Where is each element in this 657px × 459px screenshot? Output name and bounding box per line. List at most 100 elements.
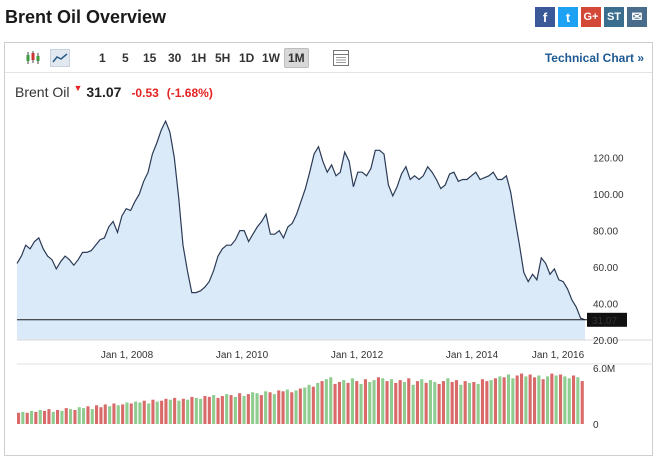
volume-bar (550, 373, 554, 424)
line-chart-icon[interactable] (50, 49, 70, 67)
volume-bar (51, 411, 55, 424)
volume-bar (498, 376, 502, 424)
y-tick-label: 60.00 (593, 263, 618, 274)
volume-bar (350, 378, 354, 424)
volume-bar (428, 380, 432, 424)
volume-bar (541, 379, 545, 424)
volume-bar (294, 390, 298, 424)
volume-plot (17, 373, 584, 424)
volume-bar (559, 374, 563, 424)
volume-bar (528, 374, 532, 424)
x-tick-label: Jan 1, 2016 (532, 350, 585, 361)
volume-bar (25, 412, 29, 424)
timeframe-1d[interactable]: 1D (239, 51, 255, 65)
technical-chart-link[interactable]: Technical Chart » (544, 51, 644, 65)
volume-bar (507, 374, 511, 424)
candlestick-icon[interactable] (23, 49, 43, 67)
volume-bar (298, 388, 302, 424)
volume-bar (264, 391, 268, 424)
volume-bar (138, 402, 142, 424)
timeframe-1[interactable]: 1 (99, 51, 106, 65)
volume-bar (385, 381, 389, 424)
y-tick-label: 100.00 (593, 190, 624, 201)
volume-bar (251, 392, 255, 424)
price-area-fill (17, 121, 585, 340)
volume-bar (368, 382, 372, 424)
volume-bar (56, 410, 60, 424)
volume-bar (238, 393, 242, 424)
volume-bar (511, 378, 515, 424)
volume-bar (259, 395, 263, 424)
twitter-icon[interactable]: t (558, 7, 578, 27)
google-plus-icon[interactable]: G+ (581, 7, 601, 27)
volume-bar (43, 410, 47, 424)
facebook-icon[interactable]: f (535, 7, 555, 27)
volume-bar (376, 377, 380, 424)
volume-bar (515, 375, 519, 424)
volume-bar (142, 400, 146, 424)
volume-bar (329, 377, 333, 424)
price-change-percent: (-1.68%) (166, 86, 213, 100)
timeframe-15[interactable]: 15 (143, 51, 157, 65)
timeframe-1w[interactable]: 1W (262, 51, 280, 65)
volume-bar (181, 398, 185, 424)
volume-bar (229, 395, 233, 424)
volume-bar (381, 378, 385, 424)
volume-bar (363, 379, 367, 424)
volume-bar (147, 403, 151, 424)
volume-bar (21, 411, 25, 424)
volume-bar (420, 379, 424, 424)
volume-bar (537, 375, 541, 424)
volume-bar (394, 382, 398, 424)
timeframe-1h[interactable]: 1H (191, 51, 207, 65)
volume-bar (95, 405, 99, 424)
volume-bar (307, 384, 311, 424)
timeframe-30[interactable]: 30 (168, 51, 182, 65)
volume-bar (472, 382, 476, 424)
volume-bar (480, 379, 484, 424)
last-price-label: 31.07 (592, 316, 617, 327)
volume-bar (164, 398, 168, 424)
volume-bar (108, 406, 112, 424)
timeframe-1m[interactable]: 1M (284, 48, 309, 68)
volume-bar (255, 393, 259, 424)
chart-widget: 1 5 15 30 1H 5H 1D 1W 1M Technical Chart… (4, 42, 653, 456)
instrument-name: Brent Oil (15, 84, 70, 100)
timeframe-5[interactable]: 5 (122, 51, 129, 65)
page-title: Brent Oil Overview (5, 7, 167, 27)
volume-bar (459, 384, 463, 424)
volume-bar (281, 391, 285, 424)
volume-bar (151, 399, 155, 424)
social-share-bar: f t G+ ST ✉ (535, 7, 647, 27)
x-tick-label: Jan 1, 2010 (216, 350, 269, 361)
timeframe-5h[interactable]: 5H (215, 51, 231, 65)
volume-bar (168, 399, 172, 424)
price-plot: Investing.com31.07 (16, 119, 627, 340)
volume-bar (129, 403, 133, 424)
volume-bar (372, 380, 376, 424)
volume-bar (303, 387, 307, 424)
y-tick-label: 120.00 (593, 154, 624, 165)
last-price: 31.07 (86, 84, 122, 100)
volume-bar (546, 376, 550, 424)
volume-bar (268, 392, 272, 424)
volume-bar (424, 382, 428, 424)
volume-bar (207, 396, 211, 424)
stocktwits-icon[interactable]: ST (604, 7, 624, 27)
volume-bar (103, 404, 107, 424)
down-arrow-icon: ▼ (73, 83, 83, 93)
email-icon[interactable]: ✉ (627, 7, 647, 27)
volume-bar (485, 381, 489, 424)
volume-bar (121, 404, 125, 424)
volume-bar (17, 412, 21, 424)
volume-bar (60, 410, 64, 424)
volume-bar (359, 383, 363, 424)
volume-bar (212, 395, 216, 424)
volume-bar (333, 383, 337, 424)
volume-bar (246, 394, 250, 424)
table-icon[interactable] (332, 49, 350, 67)
volume-bar (177, 400, 181, 424)
volume-bar (160, 400, 164, 424)
volume-bar (398, 380, 402, 424)
